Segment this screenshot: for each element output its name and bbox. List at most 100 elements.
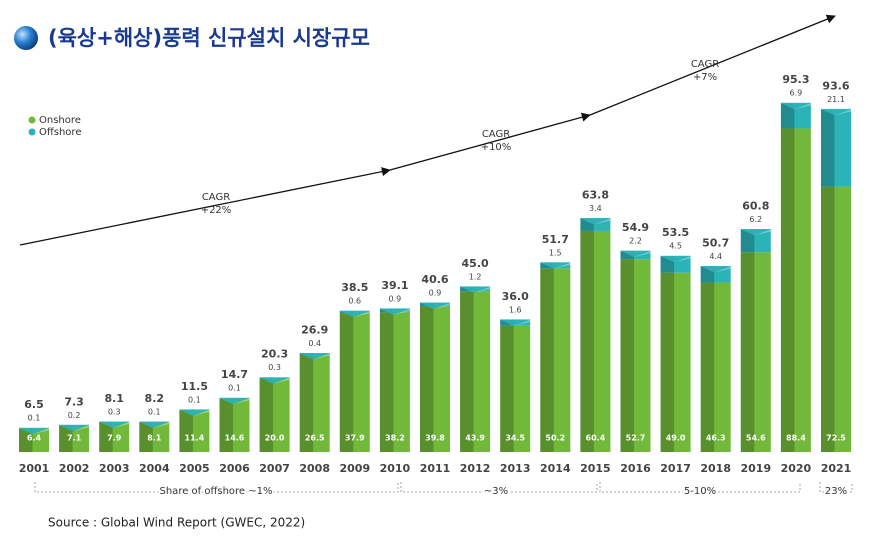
- onshore-label: 72.5: [826, 434, 846, 443]
- x-tick-label: 2017: [660, 462, 691, 475]
- offshore-label: 0.1: [228, 384, 241, 393]
- offshore-label: 0.1: [188, 395, 201, 404]
- offshore-label: 6.2: [749, 215, 762, 224]
- onshore-bar: [259, 378, 290, 452]
- x-tick-label: 2001: [19, 462, 50, 475]
- offshore-label: 4.5: [669, 242, 682, 251]
- source: Source : Global Wind Report (GWEC, 2022): [48, 516, 305, 530]
- offshore-label: 0.3: [268, 363, 281, 372]
- bar-shade: [379, 312, 394, 452]
- chart-title: (육상+해상)풍력 신규설치 시장규모: [48, 26, 370, 50]
- offshore-label: 1.6: [509, 305, 522, 314]
- bar-cap: [620, 250, 651, 258]
- x-tick-label: 2011: [420, 462, 451, 475]
- offshore-label: 6.9: [790, 89, 803, 98]
- offshore-label: 21.1: [827, 95, 845, 104]
- bar-shade: [620, 259, 634, 452]
- bar-cap: [420, 302, 450, 310]
- bar-shade: [780, 128, 795, 452]
- bar-shade: [179, 410, 193, 452]
- bar-cap: [139, 421, 170, 428]
- total-label: 51.7: [542, 233, 569, 246]
- total-label: 39.1: [381, 279, 408, 292]
- total-label: 20.3: [261, 348, 288, 361]
- onshore-bar: [740, 252, 771, 452]
- bar-cap-light: [714, 266, 731, 273]
- offshore-label: 0.6: [348, 297, 361, 306]
- bar-cap-light: [634, 251, 651, 258]
- bar-shade: [540, 268, 554, 452]
- bar-shade: [420, 306, 434, 452]
- onshore-bar: [821, 186, 851, 452]
- offshore-label: 0.1: [28, 414, 41, 423]
- total-label: 95.3: [782, 73, 809, 86]
- total-label: 11.5: [181, 380, 208, 393]
- total-label: 8.1: [104, 392, 124, 405]
- offshore-label: 3.4: [589, 204, 602, 213]
- bar-cap-light: [553, 262, 571, 269]
- bar-shade: [19, 428, 33, 452]
- bar-cap: [460, 286, 491, 293]
- bar-cap-light: [233, 398, 250, 405]
- x-tick-label: 2019: [740, 462, 771, 475]
- bar-cap-light: [72, 425, 90, 432]
- onshore-label: 11.4: [185, 434, 205, 443]
- cagr-label: CAGR: [202, 192, 230, 203]
- onshore-label: 8.1: [147, 434, 162, 443]
- bar-shade: [99, 423, 113, 452]
- onshore-label: 54.6: [746, 434, 766, 443]
- bar-cap: [59, 424, 90, 432]
- total-label: 54.9: [622, 221, 649, 234]
- legend-label: Offshore: [39, 127, 81, 138]
- bar-cap: [500, 319, 531, 326]
- share-label: 23%: [825, 486, 847, 497]
- offshore-bar: [740, 229, 771, 253]
- onshore-label: 38.2: [385, 434, 405, 443]
- bar-shade: [339, 313, 354, 452]
- offshore-label: 0.9: [389, 294, 402, 303]
- bar-cap-light: [192, 409, 210, 416]
- onshore-bar: [19, 428, 49, 452]
- x-tick-label: 2014: [540, 462, 571, 475]
- total-label: 7.3: [64, 395, 84, 408]
- bar-cap-light: [674, 256, 691, 263]
- offshore-label: 0.2: [68, 411, 81, 420]
- bar-cap-light: [393, 308, 410, 315]
- onshore-label: 46.3: [706, 434, 726, 443]
- total-label: 36.0: [502, 290, 529, 303]
- x-tick-label: 2016: [620, 462, 651, 475]
- trend-arrow: [19, 14, 836, 246]
- cagr-value: +10%: [481, 142, 512, 153]
- bar-shade: [821, 186, 835, 452]
- onshore-bar: [219, 398, 250, 452]
- x-tick-label: 2006: [219, 462, 250, 475]
- onshore-label: 52.7: [626, 434, 646, 443]
- onshore-bar: [540, 268, 571, 452]
- onshore-bar: [420, 306, 450, 452]
- bar-cap-light: [273, 377, 290, 384]
- onshore-bar: [700, 282, 731, 452]
- onshore-bar: [660, 272, 691, 452]
- x-tick-label: 2002: [59, 462, 90, 475]
- offshore-bar: [660, 256, 691, 273]
- bar-cap: [299, 353, 330, 360]
- x-tick-label: 2009: [339, 462, 370, 475]
- bar-cap-light: [112, 421, 130, 428]
- bar-cap-light: [794, 103, 811, 110]
- total-label: 8.2: [145, 392, 165, 405]
- onshore-bar: [99, 423, 130, 452]
- x-tick-label: 2018: [700, 462, 731, 475]
- onshore-label: 14.6: [225, 434, 245, 443]
- offshore-label: 0.3: [108, 407, 121, 416]
- onshore-label: 43.9: [465, 434, 485, 443]
- x-tick-label: 2013: [500, 462, 531, 475]
- share-label: ~3%: [484, 486, 508, 497]
- bar-shade: [259, 378, 274, 452]
- x-tick-label: 2005: [179, 462, 210, 475]
- total-label: 50.7: [702, 236, 729, 249]
- x-tick-label: 2015: [580, 462, 611, 475]
- x-tick-label: 2012: [460, 462, 491, 475]
- bar-cap-light: [473, 286, 491, 293]
- total-label: 45.0: [462, 257, 489, 270]
